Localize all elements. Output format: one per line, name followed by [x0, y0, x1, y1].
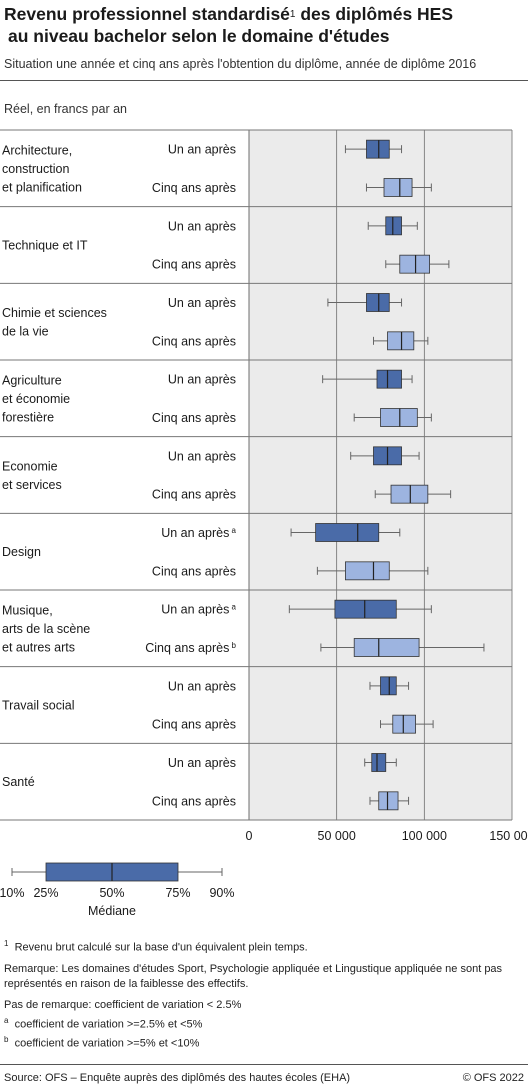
title-part1: Revenu professionnel standardisé — [4, 4, 290, 24]
row-label: Cinq ans après b — [145, 641, 236, 656]
title-part2: des diplômés HES — [295, 4, 454, 24]
row-label-sup: a — [229, 602, 236, 611]
row-label: Un an après — [168, 449, 236, 463]
x-tick-label: 0 — [246, 829, 253, 843]
chart-title: Revenu professionnel standardisé1 des di… — [4, 3, 524, 47]
row-label: Un an après — [168, 373, 236, 387]
box-five-years — [345, 561, 390, 581]
title-line2: au niveau bachelor selon le domaine d'ét… — [8, 26, 390, 46]
box-five-years — [378, 791, 399, 811]
group-label: arts de la scène — [2, 622, 90, 636]
box-five-years — [399, 254, 430, 274]
row-label-sup: b — [229, 641, 236, 650]
group-label: construction — [2, 162, 69, 176]
row-label: Cinq ans après — [152, 564, 236, 578]
box-one-year — [380, 676, 397, 696]
group-label: Design — [2, 545, 41, 559]
row-label: Cinq ans après — [152, 258, 236, 272]
title-footnote-ref: 1 — [289, 9, 296, 20]
box-five-years — [390, 484, 429, 504]
row-label: Cinq ans après — [152, 794, 236, 808]
chart-subtitle: Situation une année et cinq ans après l'… — [4, 57, 477, 71]
plot-background — [249, 130, 512, 820]
box-one-year — [385, 216, 402, 236]
legend-percentile-label: 50% — [99, 886, 124, 900]
group-label: Travail social — [2, 699, 74, 713]
group-label: Chimie et sciences — [2, 306, 107, 320]
row-label: Cinq ans après — [152, 718, 236, 732]
box-one-year — [366, 293, 390, 312]
group-label: Musique, — [2, 603, 53, 617]
box-one-year — [315, 523, 380, 542]
unit-label: Réel, en francs par an — [4, 102, 127, 116]
box-five-years — [353, 638, 420, 657]
x-tick-label: 150 000 — [489, 829, 528, 843]
legend-median-label: Médiane — [88, 904, 136, 918]
source-note: Source: OFS – Enquête auprès des diplômé… — [4, 1072, 351, 1084]
box-one-year — [371, 753, 387, 772]
x-tick-label: 100 000 — [402, 829, 447, 843]
group-label: Architecture, — [2, 143, 72, 157]
no-mark-note: Pas de remarque: coefficient de variatio… — [4, 998, 242, 1011]
box-one-year — [366, 139, 390, 159]
group-label: et économie — [2, 392, 70, 406]
legend-percentile-label: 10% — [0, 886, 25, 900]
row-label: Cinq ans après — [152, 334, 236, 348]
remark-note: Remarque: Les domaines d'études Sport, P… — [4, 962, 503, 990]
group-label: Economie — [2, 459, 58, 473]
row-label: Cinq ans après — [152, 411, 236, 425]
row-label: Un an après — [168, 219, 236, 233]
row-label: Cinq ans après — [152, 488, 236, 502]
bottom-rule — [0, 1064, 528, 1065]
top-rule — [0, 80, 528, 81]
box-five-years — [387, 331, 415, 351]
row-label: Cinq ans après — [152, 181, 236, 195]
legend-percentile-label: 90% — [209, 886, 234, 900]
box-one-year — [334, 599, 397, 619]
note-a: a coefficient de variation >=2.5% et <5% — [4, 1015, 203, 1031]
box-one-year — [376, 369, 402, 389]
box-five-years — [380, 408, 418, 427]
group-label: et services — [2, 478, 62, 492]
group-label: et autres arts — [2, 640, 75, 654]
copyright: © OFS 2022 — [462, 1072, 524, 1084]
note-b: b coefficient de variation >=5% et <10% — [4, 1035, 200, 1050]
group-label: Technique et IT — [2, 239, 88, 253]
group-label: et planification — [2, 180, 82, 194]
row-label: Un an après — [168, 679, 236, 693]
legend: 10% 25% 50% 75% 90% Médiane — [0, 862, 235, 918]
row-label: Un an après — [168, 756, 236, 770]
row-label: Un an après — [168, 296, 236, 310]
row-label: Un an après a — [161, 526, 236, 541]
box-five-years — [383, 178, 413, 197]
group-label: Agriculture — [2, 373, 62, 387]
box-five-years — [392, 714, 416, 734]
row-label-sup: a — [229, 526, 236, 535]
footnote-1: 1 Revenu brut calculé sur la base d'un é… — [4, 939, 308, 954]
row-label: Un an après a — [161, 602, 236, 617]
boxplot-chart: 0 50 000 100 000 150 000 Architecture, constr… — [0, 129, 528, 843]
group-label: forestière — [2, 410, 54, 424]
group-label: Santé — [2, 775, 35, 789]
row-label: Un an après — [168, 143, 236, 157]
footnotes: 1 Revenu brut calculé sur la base d'un é… — [4, 936, 524, 1052]
x-tick-label: 50 000 — [318, 829, 356, 843]
legend-percentile-label: 25% — [33, 886, 58, 900]
group-label: de la vie — [2, 324, 49, 338]
legend-percentile-label: 75% — [165, 886, 190, 900]
